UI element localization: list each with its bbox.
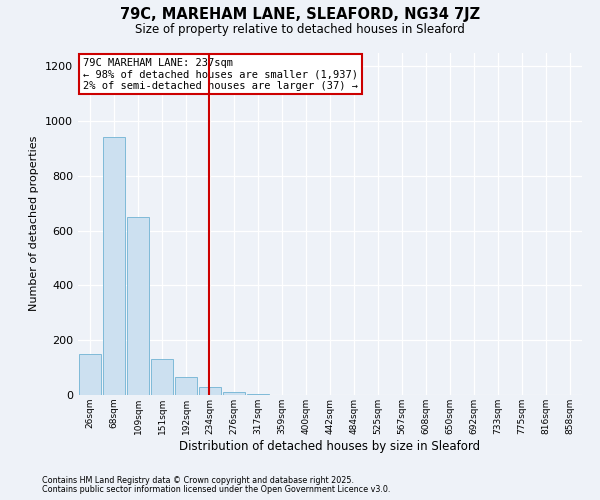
Text: Contains HM Land Registry data © Crown copyright and database right 2025.: Contains HM Land Registry data © Crown c… — [42, 476, 354, 485]
Bar — [247, 394, 269, 395]
Bar — [199, 387, 221, 395]
X-axis label: Distribution of detached houses by size in Sleaford: Distribution of detached houses by size … — [179, 440, 481, 452]
Bar — [103, 138, 125, 395]
Bar — [79, 354, 101, 395]
Bar — [175, 377, 197, 395]
Bar — [151, 360, 173, 395]
Bar — [223, 392, 245, 395]
Y-axis label: Number of detached properties: Number of detached properties — [29, 136, 40, 312]
Text: 79C MAREHAM LANE: 237sqm
← 98% of detached houses are smaller (1,937)
2% of semi: 79C MAREHAM LANE: 237sqm ← 98% of detach… — [83, 58, 358, 91]
Bar — [127, 217, 149, 395]
Text: 79C, MAREHAM LANE, SLEAFORD, NG34 7JZ: 79C, MAREHAM LANE, SLEAFORD, NG34 7JZ — [120, 8, 480, 22]
Text: Contains public sector information licensed under the Open Government Licence v3: Contains public sector information licen… — [42, 485, 391, 494]
Text: Size of property relative to detached houses in Sleaford: Size of property relative to detached ho… — [135, 22, 465, 36]
